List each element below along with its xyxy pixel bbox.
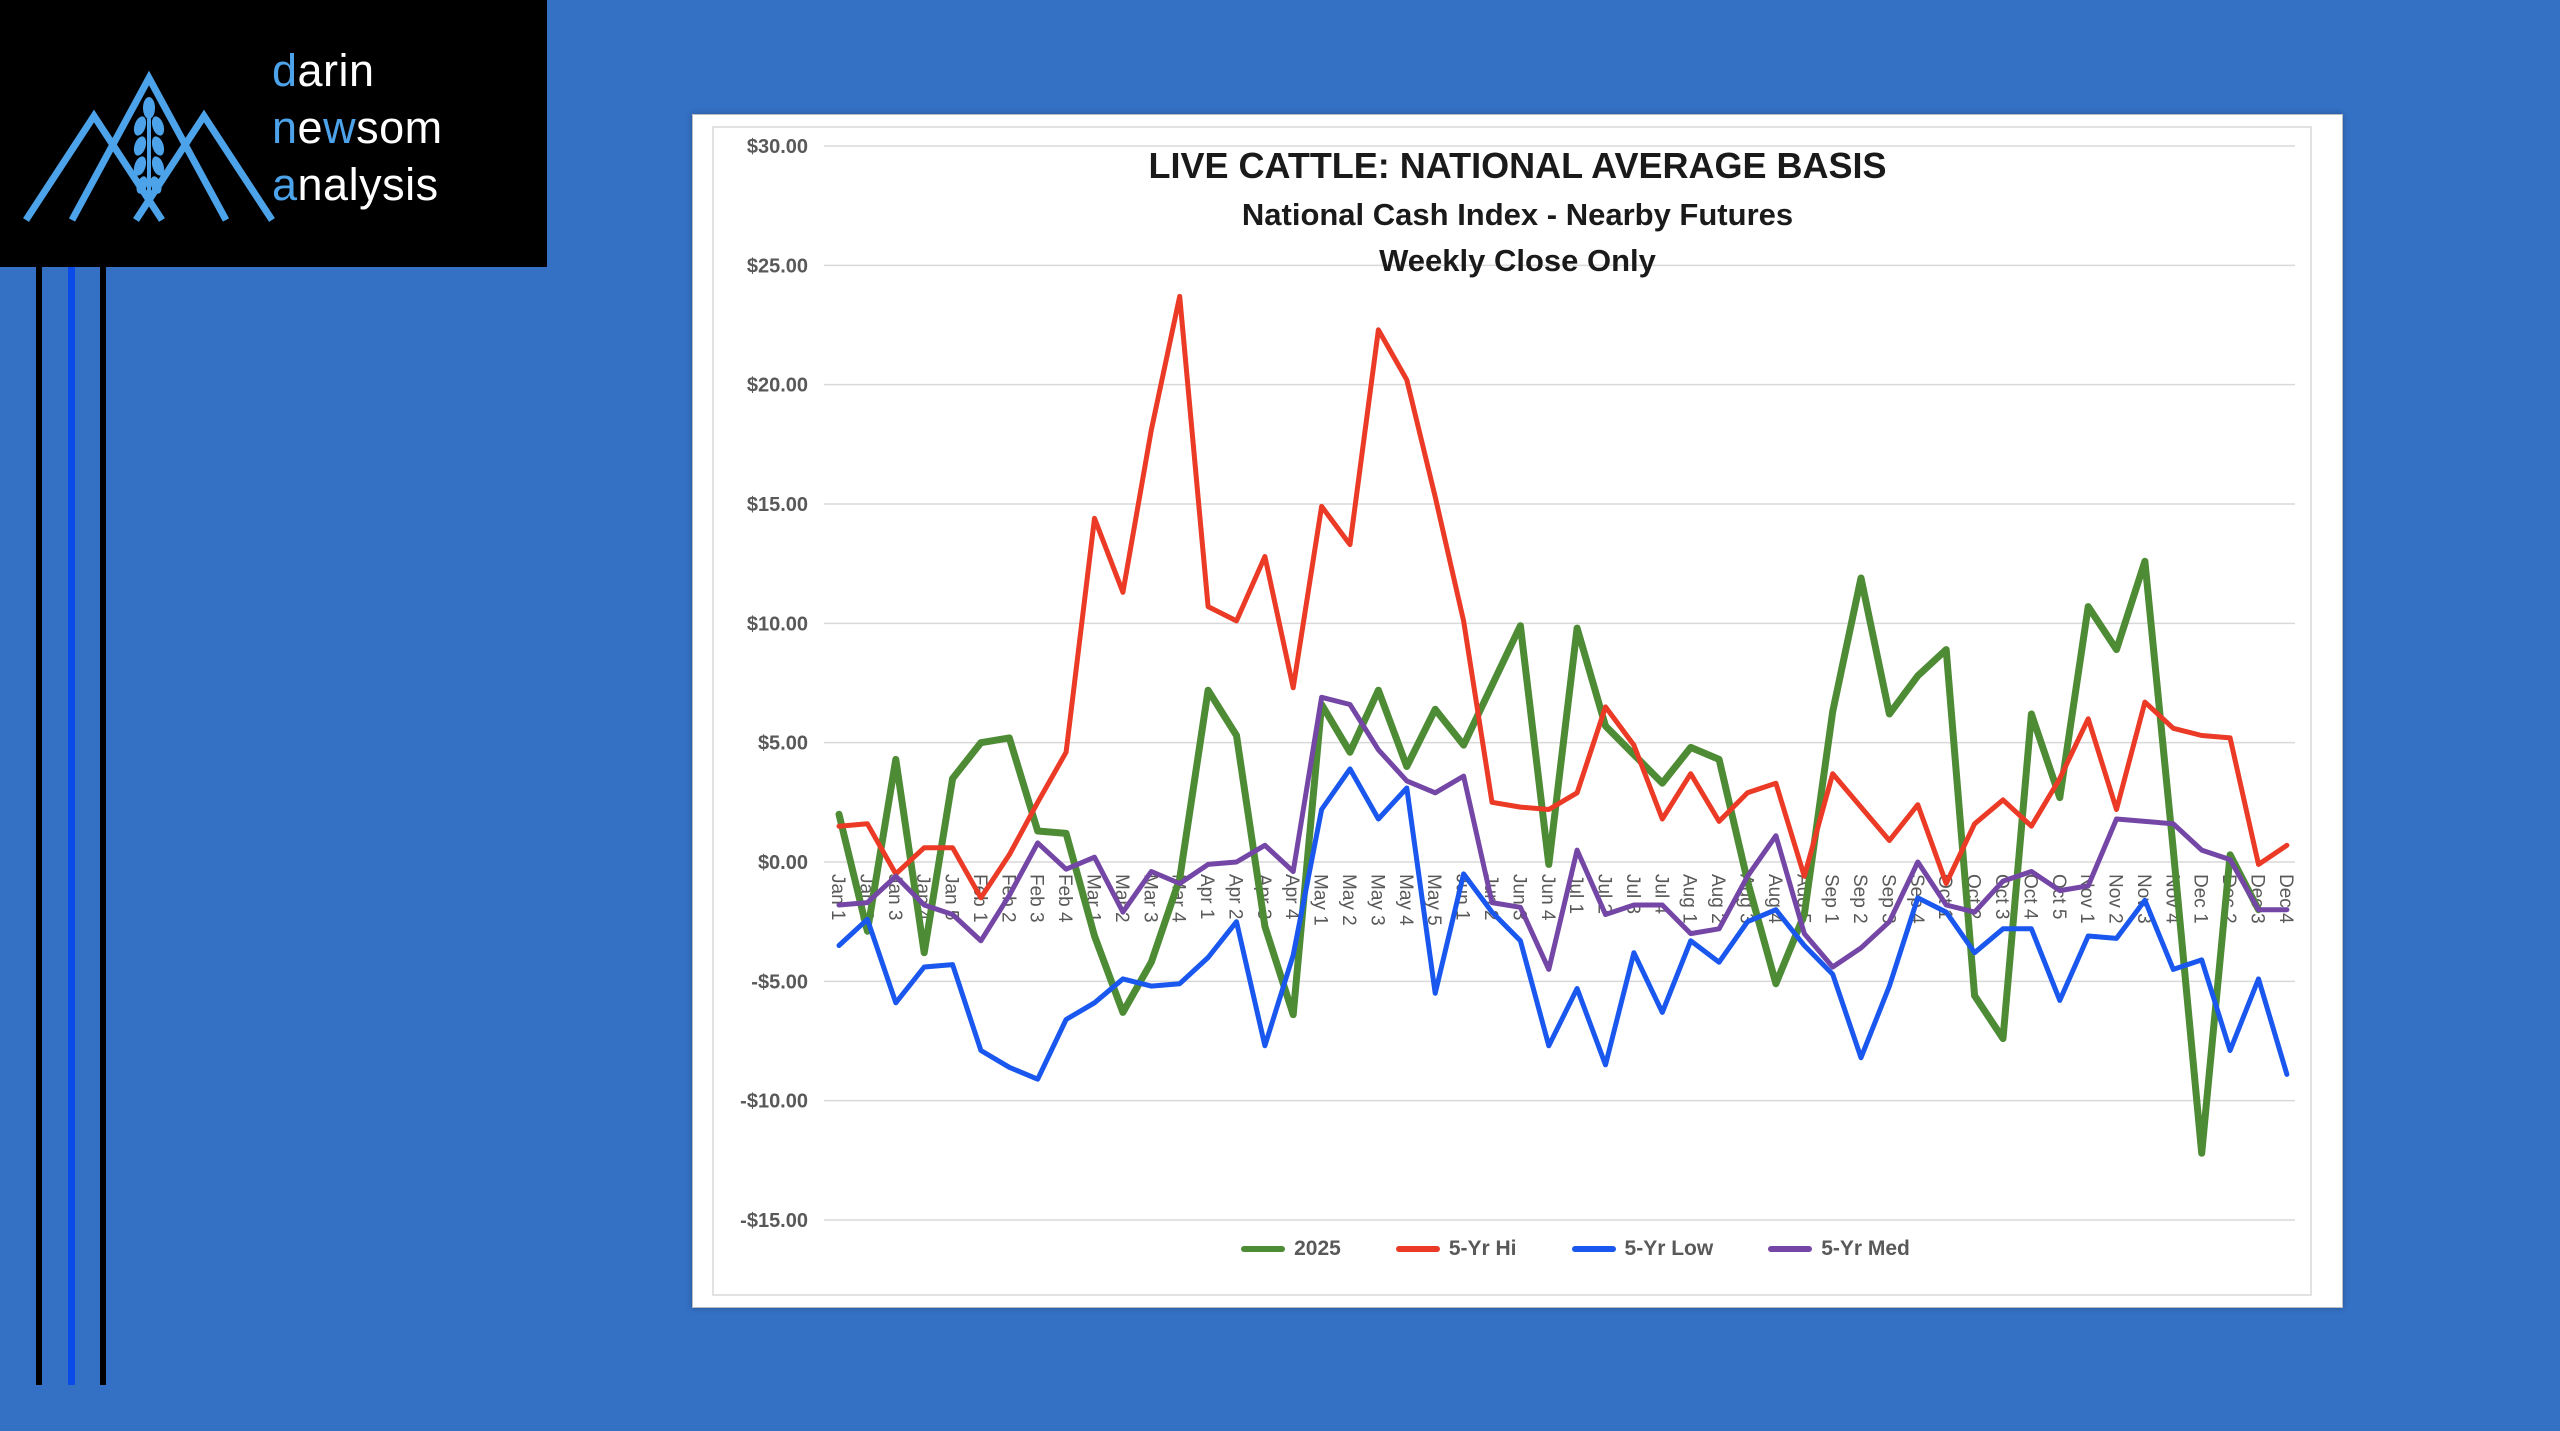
- chart-panel: $30.00 $25.00 $20.00 $15.00 $10.00 $5.00 $0.00…: [692, 114, 2343, 1308]
- legend-swatch-icon: [1395, 1246, 1440, 1252]
- x-axis-tick-label: Jun 3: [1508, 874, 1529, 920]
- y-axis-tick-label: $25.00: [747, 255, 808, 277]
- y-axis-tick-label: $10.00: [747, 613, 808, 635]
- mountains-wheat-logo-icon: [23, 70, 275, 222]
- left-stripe-black-2: [100, 267, 106, 1385]
- legend-label: 5-Yr Med: [1821, 1237, 1910, 1260]
- legend-label: 2025: [1294, 1237, 1341, 1260]
- legend-label: 5-Yr Hi: [1448, 1237, 1517, 1260]
- x-axis-tick-label: May 1: [1310, 874, 1331, 926]
- x-axis-tick-label: Dec 4: [2275, 874, 2296, 924]
- legend-item-5-yr-med: 5-Yr Med: [1768, 1237, 1910, 1261]
- y-axis-tick-label: $5.00: [758, 733, 808, 755]
- x-axis-tick-label: Apr 4: [1281, 874, 1302, 920]
- x-axis-tick-label: Jun 4: [1537, 874, 1558, 921]
- basis-line-chart: $30.00 $25.00 $20.00 $15.00 $10.00 $5.00 $0.00…: [712, 126, 2312, 1296]
- x-axis-tick-label: Oct 4: [2019, 874, 2040, 920]
- y-axis-tick-label: $15.00: [747, 494, 808, 516]
- x-axis-tick-label: Dec 1: [2190, 874, 2211, 924]
- y-axis-tick-label: -$10.00: [740, 1091, 808, 1113]
- y-axis-tick-label: -$15.00: [740, 1210, 808, 1232]
- y-axis-tick-label: $0.00: [758, 852, 808, 874]
- chart-area-border: [712, 126, 2312, 1296]
- x-axis-tick-label: May 4: [1395, 874, 1416, 926]
- legend-swatch-icon: [1241, 1246, 1286, 1252]
- series-5-yr-low-line: [836, 766, 2290, 1082]
- y-axis-tick-label: -$5.00: [751, 971, 808, 993]
- legend-swatch-icon: [1768, 1246, 1813, 1252]
- chart-title-line3: Weekly Close Only: [1379, 243, 1656, 278]
- x-axis-tick-label: Apr 1: [1196, 874, 1217, 919]
- y-axis-tick-label: $30.00: [747, 136, 808, 158]
- logo-wordmark: darin newsom analysis: [272, 42, 443, 213]
- x-axis-tick-label: May 3: [1366, 874, 1387, 926]
- chart-title-line2: National Cash Index - Nearby Futures: [1241, 197, 1794, 232]
- x-axis-tick-label: Sep 2: [1849, 874, 1870, 924]
- x-axis-tick-label: Sep 3: [1877, 874, 1898, 924]
- x-axis-tick-label: Jan 1: [827, 874, 848, 920]
- x-axis-tick-label: May 2: [1338, 874, 1359, 926]
- x-axis-tick-label: Mar 4: [1168, 874, 1189, 923]
- chart-title-line1: LIVE CATTLE: NATIONAL AVERAGE BASIS: [1148, 145, 1887, 186]
- x-axis-tick-label: Nov 1: [2076, 874, 2097, 924]
- x-axis-tick-label: Mar 3: [1139, 874, 1160, 923]
- left-stripe-black-1: [36, 267, 42, 1385]
- logo-line-newsom: newsom: [272, 102, 443, 153]
- series-5-yr-med-line: [836, 694, 2290, 972]
- x-axis-tick-label: Nov 2: [2105, 874, 2126, 924]
- logo-box: darin newsom analysis: [0, 0, 547, 267]
- legend-swatch-icon: [1571, 1246, 1616, 1252]
- wheat-ear-icon: [133, 97, 165, 202]
- logo-line-analysis: analysis: [272, 159, 439, 210]
- legend-item-2025: 2025: [1241, 1237, 1341, 1261]
- x-axis-tick-label: May 5: [1423, 874, 1444, 926]
- x-axis-tick-label: Jan 5: [941, 874, 962, 920]
- y-axis-tick-label: $20.00: [747, 375, 808, 397]
- chart-legend: 2025 5-Yr Hi 5-Yr Low 5-Yr Med: [751, 1237, 2400, 1261]
- x-axis-tick-label: Apr 2: [1224, 874, 1245, 919]
- legend-label: 5-Yr Low: [1624, 1237, 1714, 1260]
- series-5-yr-hi-line: [836, 293, 2290, 901]
- x-axis-tick-label: Aug 1: [1679, 874, 1700, 924]
- left-stripe-blue: [68, 267, 75, 1385]
- x-axis-tick-label: Feb 3: [1026, 874, 1047, 923]
- legend-item-5-yr-hi: 5-Yr Hi: [1395, 1237, 1517, 1261]
- logo-line-darin: darin: [272, 45, 375, 96]
- x-axis-tick-label: Feb 4: [1054, 874, 1075, 923]
- x-axis-tick-label: Sep 1: [1821, 874, 1842, 924]
- legend-item-5-yr-low: 5-Yr Low: [1571, 1237, 1714, 1261]
- x-axis-tick-label: Oct 5: [2048, 874, 2069, 919]
- x-axis-tick-label: Aug 2: [1707, 874, 1728, 924]
